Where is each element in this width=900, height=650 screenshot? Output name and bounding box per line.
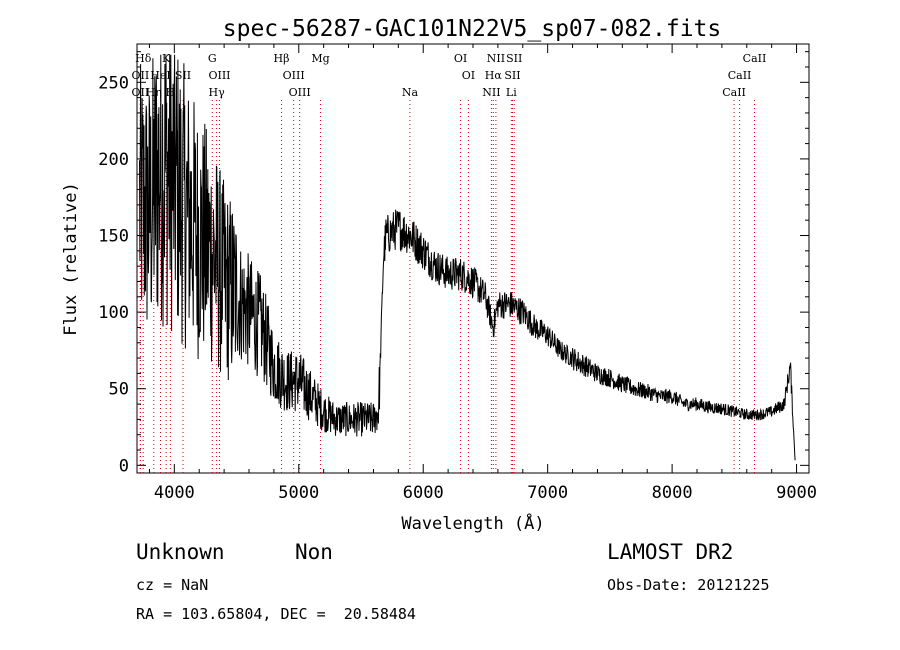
y-tick-label: 150 (98, 227, 129, 247)
obs-date-label: Obs-Date: 20121225 (607, 576, 770, 594)
x-axis-label: Wavelength (Å) (401, 512, 544, 534)
coordinates-label: RA = 103.65804, DEC = 20.58484 (136, 605, 416, 623)
y-tick-label: 100 (98, 303, 129, 323)
y-tick-label: 50 (109, 380, 129, 400)
y-axis-label: Flux (relative) (61, 182, 81, 336)
line-marker-label: SII (175, 69, 191, 82)
line-marker-label: Li (506, 86, 517, 99)
line-marker-label: SII (506, 52, 522, 65)
x-tick-label: 6000 (403, 483, 444, 503)
y-tick-label: 200 (98, 150, 129, 170)
line-marker-label: OIII (208, 69, 230, 82)
line-marker-label: CaII (722, 86, 746, 99)
line-marker-label: Hγ (209, 86, 226, 99)
x-tick-label: 9000 (776, 483, 817, 503)
line-marker-label: Mg (311, 52, 329, 65)
line-marker-label: Hδ (135, 52, 152, 65)
line-marker-label: Na (402, 86, 419, 99)
line-marker-label: Hη (146, 86, 162, 99)
line-marker-label: OI (462, 69, 475, 82)
subclass-label: Non (295, 540, 333, 564)
x-tick-label: 5000 (278, 483, 319, 503)
line-marker-label: CaII (743, 52, 767, 65)
line-marker-label: G (208, 52, 217, 65)
line-marker-label: NII (487, 52, 505, 65)
y-tick-label: 250 (98, 73, 129, 93)
chart-title: spec-56287-GAC101N22V5_sp07-082.fits (223, 16, 722, 42)
x-tick-label: 4000 (154, 483, 195, 503)
line-marker-label: NII (482, 86, 500, 99)
line-marker-label: CaII (728, 69, 752, 82)
line-marker-label: SII (504, 69, 520, 82)
survey-label: LAMOST DR2 (607, 540, 734, 564)
x-tick-label: 8000 (652, 483, 693, 503)
line-marker-label: OIII (289, 86, 311, 99)
y-tick-label: 0 (119, 456, 129, 476)
line-marker-label: OIII (283, 69, 305, 82)
line-marker-label: Hα (485, 69, 503, 82)
redshift-label: cz = NaN (136, 576, 209, 594)
class-label: Unknown (136, 540, 225, 564)
spectrum-series-line (139, 54, 796, 461)
line-marker-label: Hβ (274, 52, 290, 65)
x-tick-label: 7000 (527, 483, 568, 503)
line-marker-label: OI (454, 52, 467, 65)
